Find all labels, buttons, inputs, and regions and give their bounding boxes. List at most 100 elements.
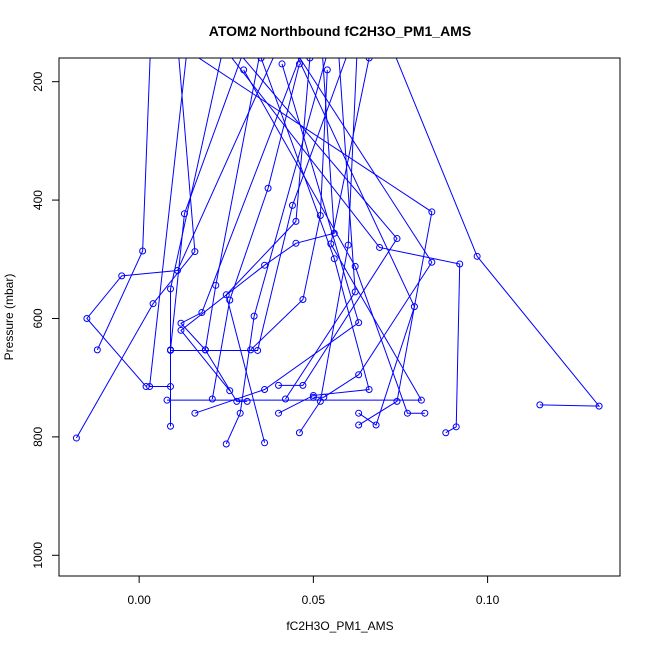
data-point-7-3 — [177, 319, 185, 327]
x-tick-label-2: 0.05 — [302, 593, 326, 607]
data-point-11-2 — [327, 240, 335, 248]
y-tick-label-4: 800 — [31, 427, 45, 447]
data-layer — [72, 58, 603, 448]
data-point-2-4 — [72, 434, 80, 442]
data-point-19-4 — [355, 409, 363, 417]
y-axis-label: Pressure (mbar) — [2, 274, 16, 361]
profile-line-16 — [299, 58, 433, 398]
data-point-11-4 — [163, 396, 171, 404]
data-point-14-2 — [376, 243, 384, 251]
data-point-8-3 — [236, 409, 244, 417]
plot-frame — [58, 57, 621, 577]
y-tick-label-5: 1000 — [31, 542, 45, 569]
data-point-19-2 — [410, 303, 418, 311]
data-point-18-3 — [299, 381, 307, 389]
profile-line-23 — [250, 69, 328, 351]
data-point-8-4 — [222, 440, 230, 448]
profile-line-8 — [225, 58, 327, 445]
data-point-11-1 — [365, 58, 373, 62]
data-point-1-3 — [93, 346, 101, 354]
data-point-21-3 — [403, 409, 411, 417]
data-point-6-4 — [83, 314, 91, 322]
data-point-20-5 — [275, 409, 283, 417]
profile-line-9 — [170, 58, 347, 351]
data-point-25-2 — [351, 288, 359, 296]
data-point-23-4 — [247, 346, 255, 354]
data-point-2-2 — [191, 248, 199, 256]
data-point-14-5 — [442, 429, 450, 437]
data-point-10-4 — [295, 429, 303, 437]
profile-line-20 — [260, 58, 370, 414]
data-point-25-3 — [281, 395, 289, 403]
profile-line-4 — [170, 58, 222, 427]
data-point-23-1 — [323, 66, 331, 74]
data-point-7-2 — [198, 309, 206, 317]
data-point-12-2 — [212, 281, 220, 289]
data-point-15-2 — [473, 252, 481, 260]
data-point-10-3 — [316, 397, 324, 405]
profile-line-24 — [225, 58, 311, 443]
profile-line-1 — [96, 58, 151, 351]
data-point-12-5 — [243, 397, 251, 405]
y-tick-label-1: 200 — [31, 71, 45, 91]
data-point-6-2 — [173, 267, 181, 275]
data-point-17-3 — [292, 239, 300, 247]
data-point-20-1 — [257, 58, 265, 62]
x-tick-label-1: 0.00 — [127, 593, 151, 607]
data-point-24-1 — [306, 58, 314, 62]
data-point-12-3 — [201, 346, 209, 354]
data-point-15-3 — [595, 402, 603, 410]
data-point-14-3 — [456, 260, 464, 268]
data-point-17-6 — [226, 387, 234, 395]
data-point-14-4 — [452, 423, 460, 431]
data-point-18-4 — [275, 381, 283, 389]
data-point-20-2 — [330, 255, 338, 263]
profile-line-7 — [180, 58, 301, 351]
chart-title: ATOM2 Northbound fC2H3O_PM1_AMS — [209, 23, 471, 39]
data-point-9-2 — [288, 201, 296, 209]
data-point-18-2 — [393, 235, 401, 243]
data-point-10-2 — [344, 241, 352, 249]
data-point-24-2 — [292, 217, 300, 225]
profile-line-19 — [297, 58, 415, 426]
data-point-19-3 — [372, 421, 380, 429]
data-point-22-2 — [355, 319, 363, 327]
data-point-6-5 — [142, 383, 150, 391]
profile-line-5 — [170, 58, 242, 350]
profile-line-17 — [180, 58, 335, 392]
data-point-22-4 — [191, 409, 199, 417]
data-point-1-2 — [139, 247, 147, 255]
x-axis: 0.00 0.05 0.10 — [127, 575, 500, 607]
data-point-24-3 — [222, 291, 230, 299]
data-point-6-3 — [118, 272, 126, 280]
data-point-5-2 — [180, 210, 188, 218]
data-point-13-2 — [428, 208, 436, 216]
data-point-20-4 — [309, 391, 317, 399]
profile-line-11 — [167, 58, 423, 401]
data-point-22-3 — [261, 386, 269, 394]
data-point-23-2 — [316, 211, 324, 219]
data-point-8-2 — [250, 312, 258, 320]
x-tick-label-3: 0.10 — [476, 593, 500, 607]
data-point-26-4 — [208, 395, 216, 403]
data-point-26-3 — [226, 296, 234, 304]
y-axis: 200 400 600 800 1000 — [31, 71, 60, 569]
y-tick-label-3: 600 — [31, 308, 45, 328]
profile-line-25 — [285, 58, 356, 400]
data-point-20-3 — [365, 386, 373, 394]
data-point-11-3 — [417, 396, 425, 404]
data-point-21-1 — [240, 66, 248, 74]
data-point-2-3 — [149, 300, 157, 308]
data-point-15-4 — [536, 401, 544, 409]
profile-line-15 — [395, 58, 601, 407]
data-point-13-3 — [393, 397, 401, 405]
profile-line-18 — [242, 58, 398, 386]
profile-line-2 — [75, 58, 196, 439]
data-point-4-3 — [167, 422, 174, 430]
data-point-16-2 — [428, 258, 436, 266]
data-point-12-4 — [233, 397, 241, 405]
profile-line-6 — [86, 58, 274, 387]
profile-line-22 — [194, 63, 360, 414]
y-tick-label-2: 400 — [31, 190, 45, 210]
